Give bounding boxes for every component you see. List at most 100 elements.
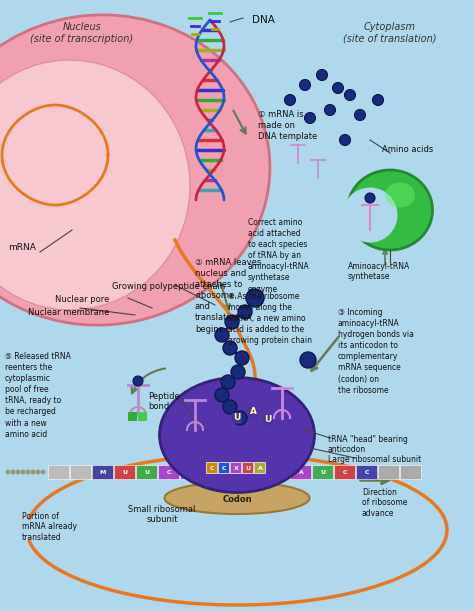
Ellipse shape [159, 378, 315, 492]
Circle shape [20, 469, 26, 475]
Text: M: M [100, 470, 106, 475]
Bar [92, 465, 113, 479]
Text: U: U [320, 470, 326, 475]
Text: C: C [222, 466, 226, 470]
Circle shape [345, 89, 356, 100]
Circle shape [373, 95, 383, 106]
Circle shape [215, 328, 229, 342]
Text: Large ribosomal subunit: Large ribosomal subunit [328, 455, 421, 464]
Bar [128, 412, 137, 421]
Circle shape [339, 134, 350, 145]
Text: Correct amino
acid attached
to each species
of tRNA by an
aminoacyl-tRNA
synthet: Correct amino acid attached to each spec… [248, 218, 310, 294]
Circle shape [284, 95, 295, 106]
Bar [268, 465, 289, 479]
Circle shape [40, 469, 46, 475]
Ellipse shape [343, 188, 398, 243]
Circle shape [10, 469, 16, 475]
Circle shape [223, 400, 237, 414]
Text: U: U [122, 470, 128, 475]
Text: U: U [246, 466, 251, 470]
Text: Cytoplasm
(site of translation): Cytoplasm (site of translation) [343, 22, 437, 43]
Text: Nuclear pore: Nuclear pore [55, 295, 109, 304]
Circle shape [325, 104, 336, 115]
Circle shape [300, 352, 316, 368]
Text: U: U [233, 414, 241, 422]
Bar [290, 465, 311, 479]
Bar [70, 465, 91, 479]
Circle shape [225, 315, 239, 329]
Bar [136, 465, 157, 479]
Circle shape [30, 469, 36, 475]
Text: A: A [249, 408, 256, 417]
Circle shape [36, 469, 40, 475]
Bar [230, 462, 241, 473]
Text: ② mRNA leaves
nucleus and
attaches to
ribosome,
and
translation
begins: ② mRNA leaves nucleus and attaches to ri… [195, 258, 261, 334]
Bar [202, 465, 223, 479]
Bar [180, 465, 201, 479]
Text: A: A [299, 470, 303, 475]
Circle shape [365, 193, 375, 203]
Text: U: U [145, 470, 150, 475]
Text: C: C [211, 470, 215, 475]
Text: C: C [167, 470, 171, 475]
Circle shape [215, 388, 229, 402]
Text: Codon: Codon [222, 494, 252, 503]
Bar [48, 465, 69, 479]
Ellipse shape [164, 482, 310, 514]
Text: Growing polypeptide chain: Growing polypeptide chain [112, 282, 225, 291]
Bar [218, 462, 229, 473]
Text: C: C [343, 470, 347, 475]
Ellipse shape [385, 183, 415, 208]
Text: G: G [189, 470, 193, 475]
Bar [114, 465, 135, 479]
Circle shape [223, 341, 237, 355]
Ellipse shape [0, 60, 190, 310]
Text: C: C [233, 470, 237, 475]
Circle shape [235, 351, 249, 365]
Bar [378, 465, 399, 479]
Text: Nucleus
(site of transcription): Nucleus (site of transcription) [30, 22, 134, 43]
Text: mRNA: mRNA [8, 244, 36, 252]
Circle shape [231, 365, 245, 379]
Ellipse shape [0, 15, 270, 325]
Bar [334, 465, 355, 479]
Text: Nuclear membrane: Nuclear membrane [28, 308, 109, 317]
Text: ③ Incoming
aminoacyl-tRNA
hydrogen bonds via
its anticodon to
complementary
mRNA: ③ Incoming aminoacyl-tRNA hydrogen bonds… [338, 308, 414, 395]
Bar [138, 412, 147, 421]
Bar [356, 465, 377, 479]
Text: Amino acids: Amino acids [382, 145, 433, 154]
Circle shape [246, 289, 264, 307]
Text: U: U [276, 470, 282, 475]
Ellipse shape [347, 170, 432, 250]
Text: tRNA "head" bearing
anticodon: tRNA "head" bearing anticodon [328, 435, 408, 455]
Bar [242, 462, 253, 473]
Text: Peptide
bond: Peptide bond [148, 392, 180, 411]
Text: C: C [365, 470, 369, 475]
Bar [312, 465, 333, 479]
Text: X: X [234, 466, 238, 470]
Text: ④ As the ribosome
moves along the
mRNA, a new amino
acid is added to the
growing: ④ As the ribosome moves along the mRNA, … [228, 292, 312, 345]
Bar [246, 465, 267, 479]
Circle shape [221, 375, 235, 389]
Circle shape [133, 376, 143, 386]
Text: Small ribosomal
subunit: Small ribosomal subunit [128, 505, 196, 524]
Circle shape [233, 411, 247, 425]
Circle shape [16, 469, 20, 475]
Circle shape [6, 469, 10, 475]
Text: ⑤ Released tRNA
reenters the
cytoplasmic
pool of free
tRNA, ready to
be recharge: ⑤ Released tRNA reenters the cytoplasmic… [5, 352, 71, 439]
Circle shape [238, 305, 252, 319]
Circle shape [317, 70, 328, 81]
Bar [158, 465, 179, 479]
Text: C: C [210, 466, 214, 470]
Text: X: X [255, 470, 259, 475]
Text: DNA: DNA [252, 15, 275, 25]
Bar [400, 465, 421, 479]
Circle shape [355, 109, 365, 120]
Text: Direction
of ribosome
advance: Direction of ribosome advance [362, 488, 407, 518]
Text: Aminoacyl-tRNA
synthetase: Aminoacyl-tRNA synthetase [348, 262, 410, 282]
Bar [224, 465, 245, 479]
Circle shape [332, 82, 344, 93]
Bar [206, 462, 217, 473]
Circle shape [26, 469, 30, 475]
Circle shape [304, 112, 316, 123]
